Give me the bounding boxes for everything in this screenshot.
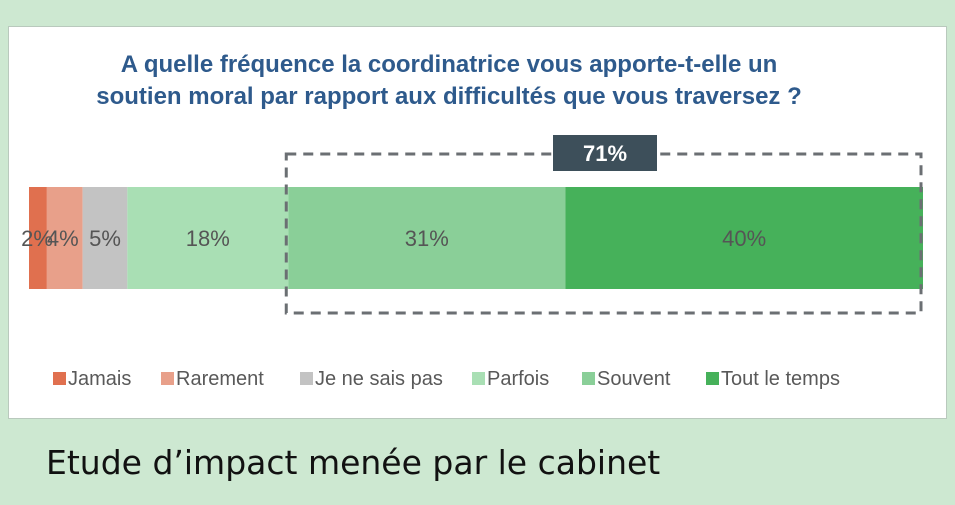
legend-swatch-je-ne-sais-pas xyxy=(300,372,313,385)
bar-segment-rarement xyxy=(46,187,83,289)
legend-swatch-tout-le-temps xyxy=(706,372,719,385)
legend-label-parfois: Parfois xyxy=(487,368,549,390)
legend-swatch-jamais xyxy=(53,372,66,385)
legend-swatch-parfois xyxy=(472,372,485,385)
chart-card: A quelle fréquence la coordinatrice vous… xyxy=(8,26,947,419)
footer-caption: Etude d’impact menée par le cabinet xyxy=(46,443,661,482)
bar-segment-parfois xyxy=(127,187,289,289)
legend-label-rarement: Rarement xyxy=(176,368,264,390)
chart-svg: 2%4% 5% 18% 31% 40% 71% Jamais Rarement Je ne sa… xyxy=(21,135,923,390)
bar-segment-jamais xyxy=(29,187,47,289)
data-label-jamais: 2% xyxy=(21,226,53,251)
legend-label-jamais: Jamais xyxy=(68,368,131,390)
legend-label-souvent: Souvent xyxy=(597,368,671,390)
legend-label-tout-le-temps: Tout le temps xyxy=(721,368,840,390)
chart-title-line-2: soutien moral par rapport aux difficulté… xyxy=(96,83,802,110)
highlight-badge xyxy=(553,135,657,171)
bar-segment-souvent xyxy=(288,187,566,289)
data-label-souvent: 31% xyxy=(405,226,449,251)
highlight-box xyxy=(284,152,923,315)
data-label-tout-le-temps: 40% xyxy=(722,226,766,251)
highlight-badge-label: 71% xyxy=(583,141,627,166)
legend-swatch-rarement xyxy=(161,372,174,385)
data-label-rarement: 4% xyxy=(47,226,79,251)
legend-swatch-souvent xyxy=(582,372,595,385)
legend-label-je-ne-sais-pas: Je ne sais pas xyxy=(315,368,443,390)
chart-title-line-1: A quelle fréquence la coordinatrice vous… xyxy=(120,51,778,78)
data-label-parfois: 18% xyxy=(186,226,230,251)
bar-segment-je-ne-sais-pas xyxy=(82,187,128,289)
chart-title: A quelle fréquence la coordinatrice vous… xyxy=(9,49,889,113)
bar-segment-tout-le-temps xyxy=(565,187,923,289)
data-label-je-ne-sais-pas: 5% xyxy=(89,226,121,251)
